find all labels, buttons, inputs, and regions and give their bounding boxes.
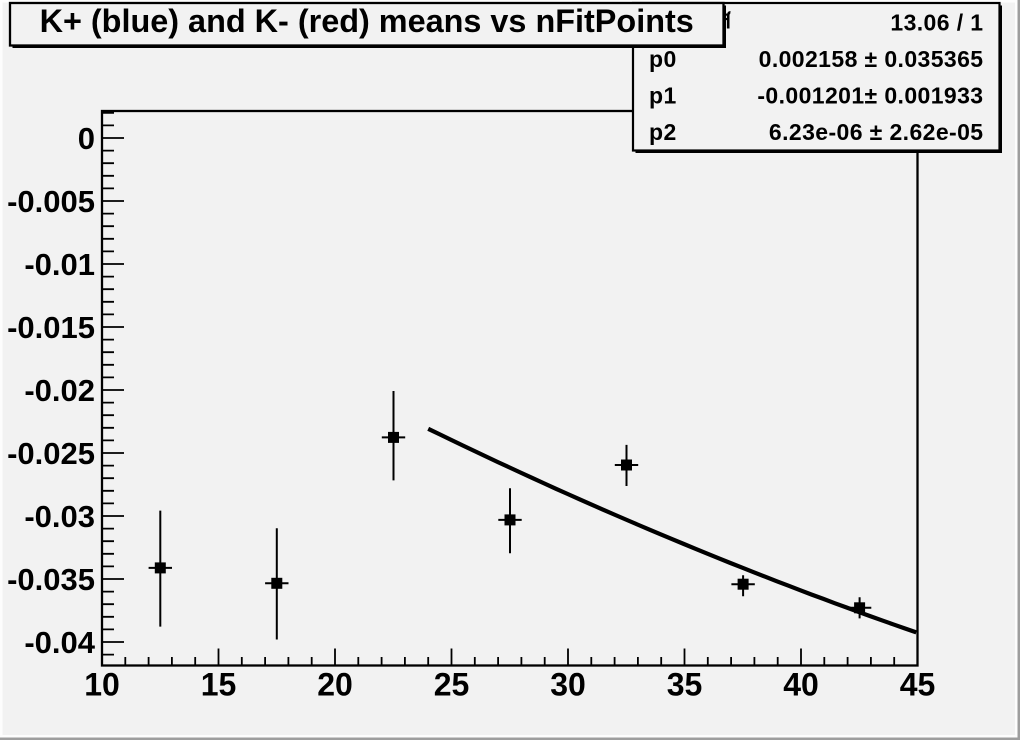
svg-text:p1: p1 <box>649 83 677 109</box>
svg-text:-0.015: -0.015 <box>7 310 95 345</box>
svg-text:-0.04: -0.04 <box>24 625 95 660</box>
svg-text:-0.035: -0.035 <box>7 562 95 597</box>
svg-text:40: 40 <box>783 667 819 703</box>
svg-text:K+ (blue) and K- (red) means v: K+ (blue) and K- (red) means vs nFitPoin… <box>40 3 694 39</box>
svg-text:20: 20 <box>317 667 353 703</box>
svg-text:10: 10 <box>84 667 120 703</box>
svg-text:0.002158 ± 0.035365: 0.002158 ± 0.035365 <box>759 46 984 72</box>
svg-text:35: 35 <box>667 667 703 703</box>
svg-text:-0.01: -0.01 <box>24 247 95 282</box>
svg-text:-0.005: -0.005 <box>7 184 95 219</box>
svg-text:13.06 / 1: 13.06 / 1 <box>890 10 983 36</box>
svg-text:25: 25 <box>434 667 470 703</box>
svg-text:45: 45 <box>900 667 936 703</box>
svg-text:0: 0 <box>78 121 95 156</box>
svg-text:-0.03: -0.03 <box>24 499 95 534</box>
svg-text:-0.02: -0.02 <box>24 373 95 408</box>
svg-text:p0: p0 <box>649 46 677 72</box>
svg-text:15: 15 <box>201 667 237 703</box>
svg-text:30: 30 <box>550 667 586 703</box>
svg-text:-0.025: -0.025 <box>7 436 95 471</box>
svg-text:-0.001201± 0.001933: -0.001201± 0.001933 <box>757 83 983 109</box>
svg-text:6.23e-06 ± 2.62e-05: 6.23e-06 ± 2.62e-05 <box>769 119 984 145</box>
svg-text:p2: p2 <box>649 119 677 145</box>
